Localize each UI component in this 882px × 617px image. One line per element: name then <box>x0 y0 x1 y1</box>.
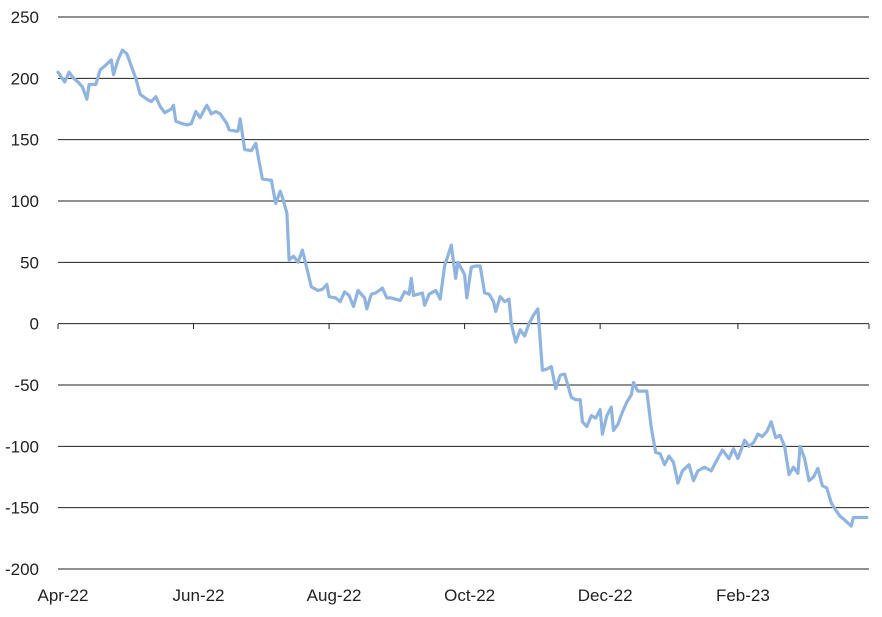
x-axis-ticks: Apr-22 Jun-22 Aug-22 Oct-22 Dec-22 Feb-23 <box>37 324 870 605</box>
y-tick-label: 50 <box>20 253 39 272</box>
series-layer <box>56 48 869 528</box>
y-axis-tick-labels: 250 200 150 100 50 0 -50 -100 -150 -200 <box>5 8 39 579</box>
y-tick-label: -100 <box>5 437 39 456</box>
y-tick-label: 0 <box>30 315 39 334</box>
y-tick-label: -50 <box>14 376 39 395</box>
y-tick-label: 100 <box>11 192 39 211</box>
series-line <box>56 48 869 528</box>
x-tick-label: Dec-22 <box>578 586 633 605</box>
y-tick-label: -150 <box>5 499 39 518</box>
x-tick-label: Oct-22 <box>444 586 495 605</box>
y-tick-label: -200 <box>5 560 39 579</box>
y-tick-label: 250 <box>11 8 39 27</box>
x-tick-label: Aug-22 <box>307 586 362 605</box>
x-tick-label: Jun-22 <box>173 586 225 605</box>
gridlines <box>58 16 869 570</box>
x-tick-label: Feb-23 <box>716 586 770 605</box>
y-tick-label: 200 <box>11 69 39 88</box>
y-tick-label: 150 <box>11 131 39 150</box>
x-tick-label: Apr-22 <box>37 586 88 605</box>
